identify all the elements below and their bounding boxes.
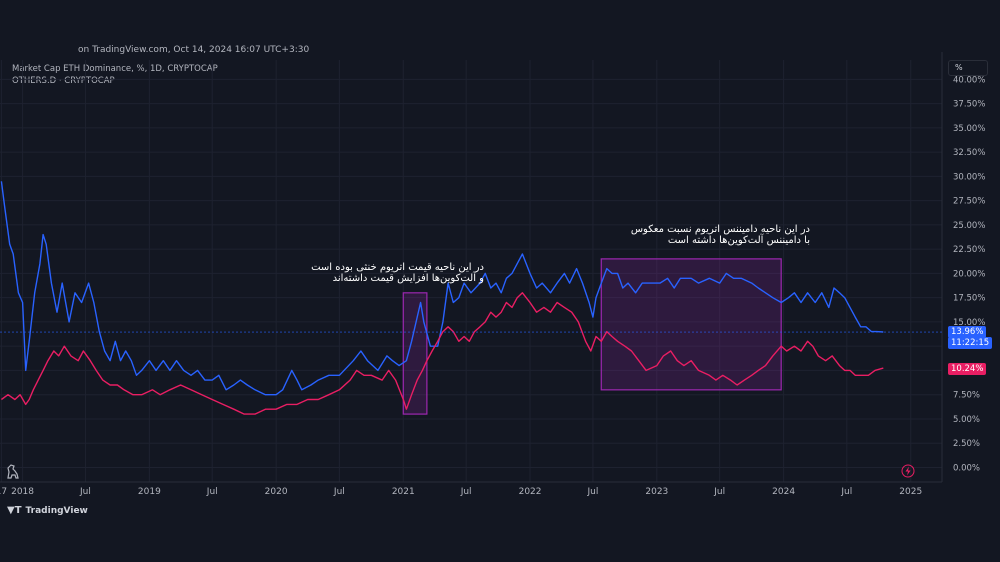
x-tick-label: 2024 — [772, 487, 795, 497]
others-dominance-line — [0, 292, 884, 415]
x-tick-label: 2021 — [392, 487, 415, 497]
x-tick-label: Jul — [333, 487, 345, 497]
y-tick-label: 22.50% — [953, 245, 985, 255]
y-tick-label: 7.50% — [953, 391, 980, 401]
y-tick-label: 20.00% — [953, 269, 985, 279]
highlight-box — [600, 258, 782, 391]
y-tick-label: 2.50% — [953, 439, 980, 449]
chart-legend: Market Cap ETH Dominance, %, 1D, CRYPTOC… — [12, 63, 218, 87]
tradingview-logo-icon: ▼T — [7, 505, 22, 516]
annotation-left-line1: در این ناحیه قیمت اتریوم خنثی بوده است — [311, 262, 484, 273]
x-tick-label: 17 — [0, 487, 7, 497]
eth-countdown-badge: 11:22:15 — [948, 337, 993, 350]
x-tick-label: 2019 — [138, 487, 161, 497]
y-tick-label: 17.50% — [953, 294, 985, 304]
eth-value-badge: 13.96% — [948, 326, 987, 339]
dinosaur-icon[interactable] — [4, 462, 22, 480]
x-tick-label: Jul — [586, 487, 598, 497]
y-tick-label: 5.00% — [953, 415, 980, 425]
y-tick-label: 0.00% — [953, 463, 980, 473]
legend-eth-dominance[interactable]: Market Cap ETH Dominance, %, 1D, CRYPTOC… — [12, 64, 218, 74]
annotation-right: در این ناحیه دامیننس اتریوم نسبت معکوس ب… — [631, 224, 810, 246]
annotation-left-line2: و آلت‌کوین‌ها افزایش قیمت داشته‌اند — [332, 273, 484, 284]
x-tick-label: 2025 — [899, 487, 922, 497]
annotation-right-line1: در این ناحیه دامیننس اتریوم نسبت معکوس — [630, 224, 810, 235]
annotation-right-line2: با دامیننس آلت‌کوین‌ها داشته است — [667, 235, 810, 246]
x-tick-label: Jul — [79, 487, 91, 497]
tradingview-logo-text: TradingView — [25, 505, 88, 516]
x-tick-label: Jul — [460, 487, 472, 497]
y-tick-label: 40.00% — [953, 75, 985, 85]
y-tick-label: 27.50% — [953, 197, 985, 207]
y-tick-label: 37.50% — [953, 100, 985, 110]
y-tick-label: 35.00% — [953, 124, 985, 134]
lightning-icon[interactable] — [901, 464, 915, 478]
others-value-badge: 10.24% — [948, 363, 987, 376]
legend-others-dominance[interactable]: OTHERS.D · CRYPTOCAP — [12, 76, 115, 86]
x-tick-label: Jul — [206, 487, 218, 497]
tradingview-logo[interactable]: ▼T TradingView — [7, 505, 88, 516]
percent-scale-button[interactable]: % — [948, 60, 988, 76]
y-tick-label: 25.00% — [953, 221, 985, 231]
snapshot-info: on TradingView.com, Oct 14, 2024 16:07 U… — [78, 45, 310, 55]
x-tick-label: 2023 — [645, 487, 668, 497]
y-tick-label: 15.00% — [953, 318, 985, 328]
y-tick-label: 32.50% — [953, 148, 985, 158]
x-tick-label: 2022 — [519, 487, 542, 497]
eth-dominance-line — [0, 181, 884, 396]
annotation-left: در این ناحیه قیمت اتریوم خنثی بوده است و… — [311, 262, 484, 284]
x-tick-label: Jul — [713, 487, 725, 497]
y-tick-label: 30.00% — [953, 172, 985, 182]
x-tick-label: Jul — [840, 487, 852, 497]
x-tick-label: 2020 — [265, 487, 288, 497]
highlight-box — [402, 292, 428, 415]
x-tick-label: 2018 — [11, 487, 34, 497]
